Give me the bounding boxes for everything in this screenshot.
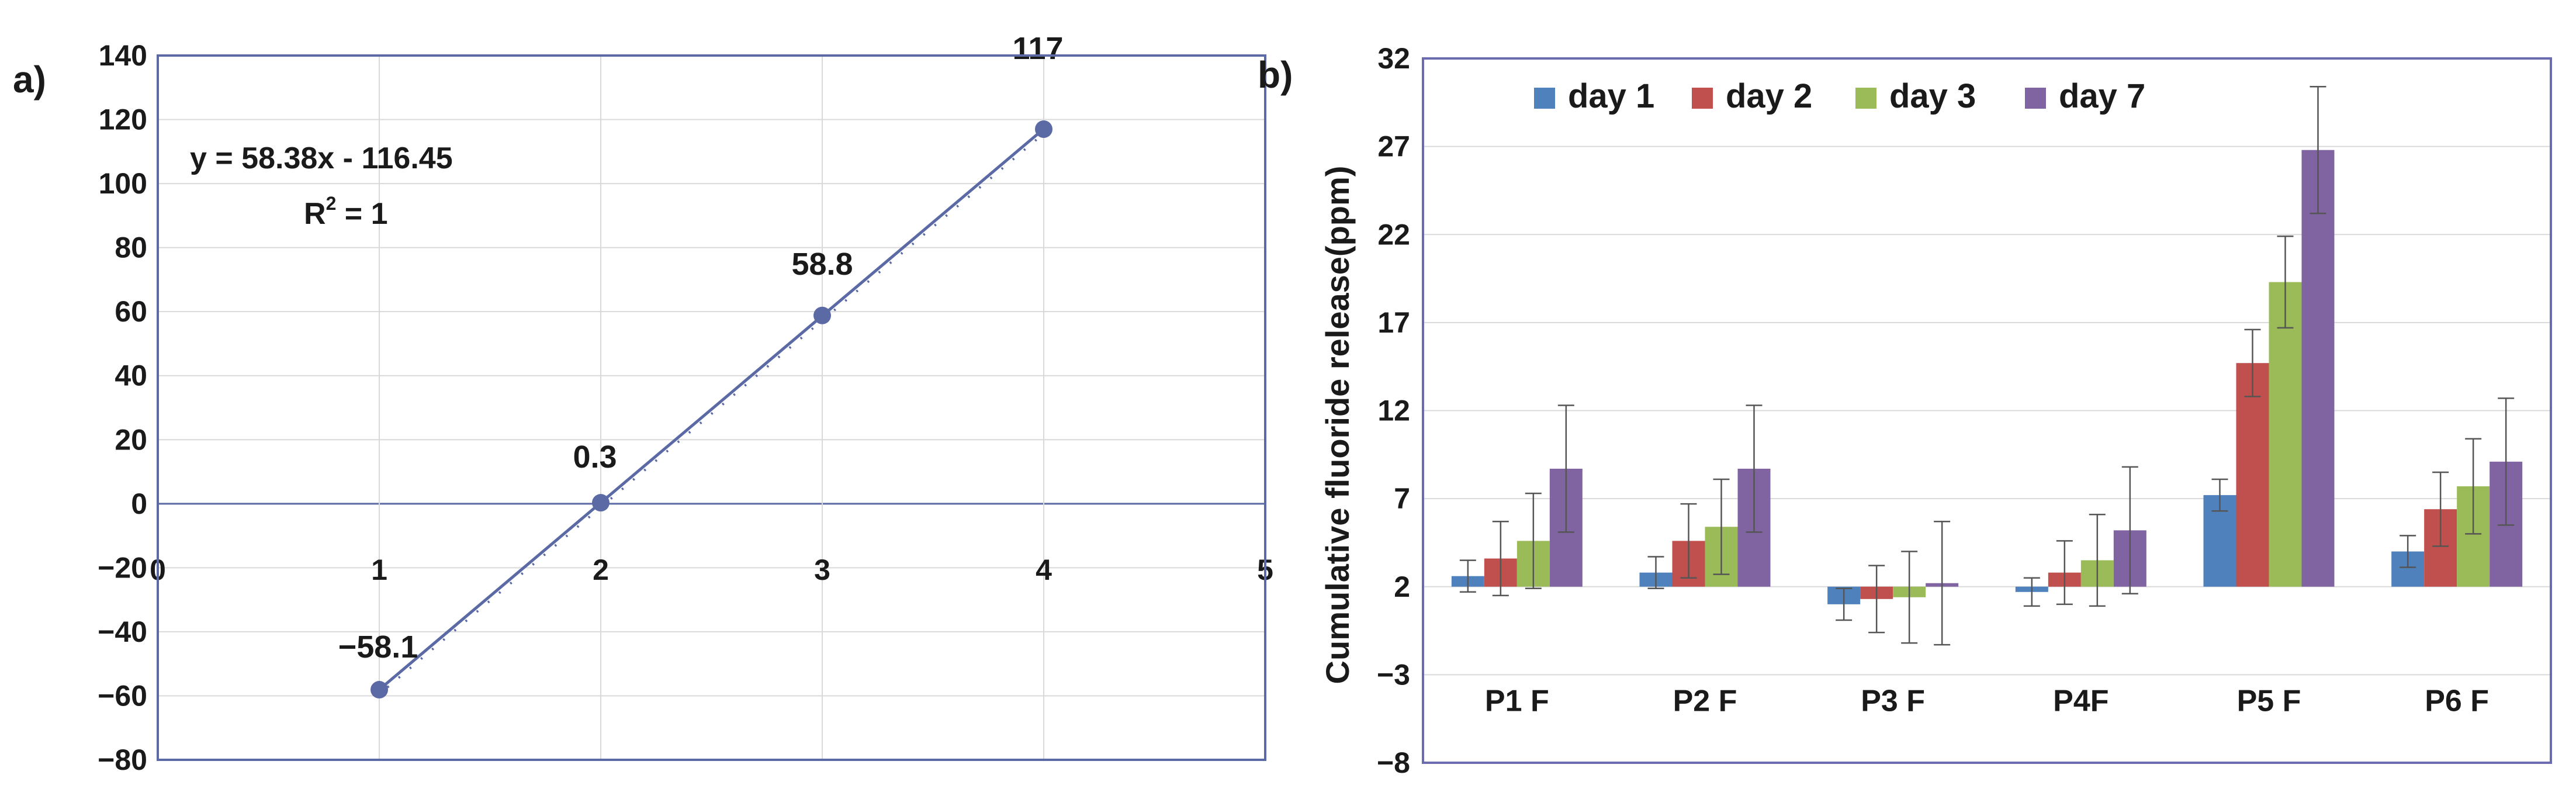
- legend-swatch: [1855, 88, 1876, 109]
- panel-a-scatter-chart: a) −80 −60 −40 −20 0 20 40 60 80 100 120 140 0 1 2 3 4 5…: [13, 31, 1273, 776]
- panel-b-category-label: P2 F: [1673, 684, 1737, 718]
- panel-b-y-tick-label: −8: [1377, 746, 1410, 779]
- panel-b-bar: [2269, 282, 2302, 587]
- panel-a-y-tick-labels: −80 −60 −40 −20 0 20 40 60 80 100 120 140: [98, 39, 147, 776]
- panel-a-y-tick-label: 140: [99, 39, 147, 72]
- panel-a-point-label: 0.3: [573, 440, 617, 475]
- panel-b-category-label: P4F: [2053, 684, 2108, 718]
- panel-a-y-tick-label: 40: [115, 359, 147, 392]
- panel-a-point-label: −58.1: [338, 629, 418, 665]
- panel-a-y-tick-label: 20: [115, 423, 147, 456]
- panel-b-y-tick-label: 17: [1377, 306, 1410, 339]
- panel-a-point-labels: −58.1 0.3 58.8 117: [338, 31, 1064, 665]
- panel-b-error-bars: [1459, 85, 2515, 646]
- panel-a-point-label: 117: [1012, 31, 1063, 66]
- panel-a-data-point: [371, 681, 388, 699]
- panel-b-bar: [2236, 363, 2269, 587]
- panel-b-category-label: P1 F: [1485, 684, 1549, 718]
- panel-a-x-tick-label: 1: [371, 554, 387, 586]
- panel-b-y-axis-label: Cumulative fluoride release(ppm): [1319, 166, 1356, 684]
- panel-a-x-tick-label: 2: [593, 554, 609, 586]
- panel-a-point-label: 58.8: [791, 247, 853, 282]
- legend-label: day 2: [1726, 77, 1812, 115]
- panel-a-y-tick-label: −80: [98, 743, 147, 776]
- panel-a-y-tick-label: −40: [98, 615, 147, 648]
- panel-b-bar: [2301, 150, 2335, 587]
- trendline-equation: y = 58.38x - 116.45: [190, 141, 453, 175]
- panel-b-category-labels: P1 F P2 F P3 F P4F P5 F P6 F: [1485, 684, 2489, 718]
- panel-a-data-point: [592, 494, 610, 512]
- panel-b-bars: [1451, 150, 2523, 604]
- panel-b-y-tick-label: 7: [1394, 482, 1410, 515]
- legend-swatch: [1692, 88, 1713, 109]
- panel-b-y-tick-label: 22: [1377, 218, 1410, 251]
- legend-swatch: [2025, 88, 2046, 109]
- legend-label: day 1: [1568, 77, 1654, 115]
- panel-b-category-label: P5 F: [2237, 684, 2301, 718]
- panel-b-gridlines: [1423, 146, 2551, 676]
- r-squared-superscript: 2: [326, 193, 337, 214]
- panel-a-data-points: [371, 120, 1052, 699]
- legend-label: day 7: [2059, 77, 2145, 115]
- panel-b-y-tick-label: 2: [1394, 570, 1410, 603]
- panel-a-trendline-dotted: [386, 126, 1053, 689]
- r-squared-value: = 1: [336, 197, 387, 231]
- panel-a-plot-frame: [157, 54, 1266, 761]
- panel-b-label: b): [1258, 54, 1293, 96]
- panel-a-label: a): [13, 58, 46, 101]
- legend-swatch: [1534, 88, 1555, 109]
- panel-b-y-tick-label: 12: [1377, 395, 1410, 427]
- panel-b-legend: day 1 day 2 day 3 day 7: [1534, 77, 2145, 115]
- panel-b-y-tick-label: 32: [1377, 42, 1410, 75]
- panel-a-x-tick-label: 4: [1036, 554, 1052, 586]
- panel-a-y-tick-label: −60: [98, 679, 147, 712]
- panel-b-category-label: P6 F: [2425, 684, 2489, 718]
- panel-a-data-point: [813, 306, 831, 324]
- panel-a-gridlines: [158, 56, 1265, 760]
- panel-b-y-tick-label: 27: [1377, 130, 1410, 163]
- legend-label: day 3: [1889, 77, 1976, 115]
- panel-a-y-tick-label: 100: [99, 167, 147, 200]
- panel-a-data-point: [1035, 120, 1052, 138]
- panel-a-trendline: [378, 127, 1045, 691]
- panel-b-category-label: P3 F: [1861, 684, 1925, 718]
- panel-a-y-tick-label: 0: [131, 487, 147, 520]
- panel-a-y-tick-label: −20: [98, 551, 147, 584]
- panel-a-y-tick-label: 80: [115, 231, 147, 264]
- panel-a-x-tick-label: 3: [814, 554, 830, 586]
- r-squared-label: R2 = 1: [304, 193, 388, 231]
- panel-b-y-tick-label: −3: [1377, 658, 1410, 691]
- panel-a-y-tick-label: 60: [115, 295, 147, 328]
- r-squared-r: R: [304, 197, 326, 231]
- panel-b-plot-frame: [1422, 57, 2552, 764]
- panel-a-y-tick-label: 120: [99, 103, 147, 136]
